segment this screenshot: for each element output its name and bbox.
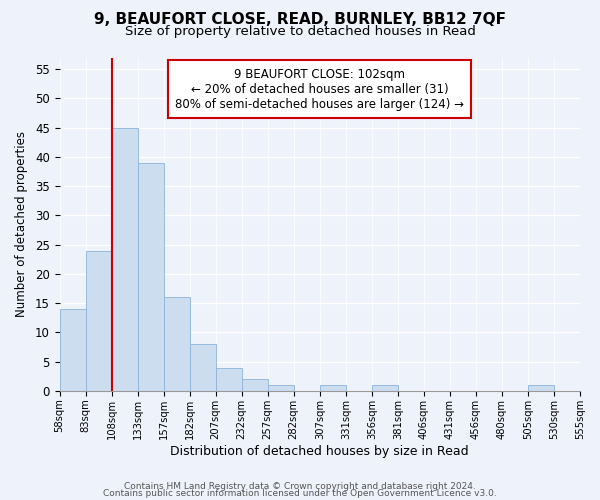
Text: Contains HM Land Registry data © Crown copyright and database right 2024.: Contains HM Land Registry data © Crown c… [124,482,476,491]
Bar [137,163,164,391]
Text: Contains public sector information licensed under the Open Government Licence v3: Contains public sector information licen… [103,490,497,498]
Bar [372,385,398,391]
Bar [268,385,294,391]
Bar [164,298,190,391]
Text: Size of property relative to detached houses in Read: Size of property relative to detached ho… [125,25,475,38]
Bar [112,128,137,391]
Text: 9, BEAUFORT CLOSE, READ, BURNLEY, BB12 7QF: 9, BEAUFORT CLOSE, READ, BURNLEY, BB12 7… [94,12,506,28]
Bar [215,368,242,391]
Bar [528,385,554,391]
X-axis label: Distribution of detached houses by size in Read: Distribution of detached houses by size … [170,444,469,458]
Bar [242,379,268,391]
Bar [59,309,86,391]
Text: 9 BEAUFORT CLOSE: 102sqm
← 20% of detached houses are smaller (31)
80% of semi-d: 9 BEAUFORT CLOSE: 102sqm ← 20% of detach… [175,68,464,110]
Bar [86,250,112,391]
Bar [320,385,346,391]
Bar [190,344,215,391]
Y-axis label: Number of detached properties: Number of detached properties [15,131,28,317]
